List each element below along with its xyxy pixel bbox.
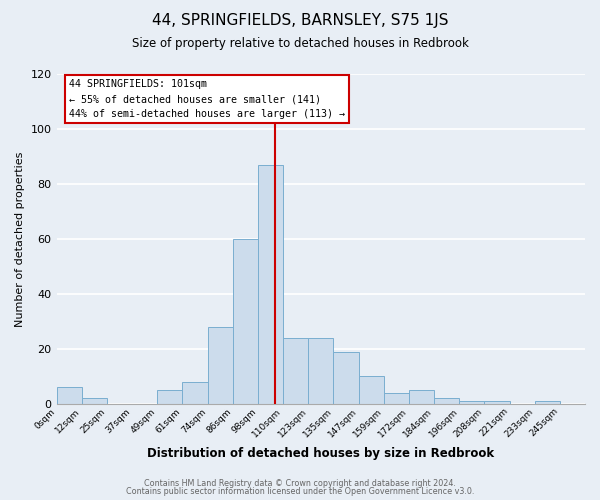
Y-axis label: Number of detached properties: Number of detached properties	[15, 151, 25, 326]
Bar	[56, 388, 82, 404]
Bar	[258, 164, 283, 404]
Bar	[82, 398, 107, 404]
Bar	[383, 393, 409, 404]
Bar	[308, 338, 334, 404]
Text: Size of property relative to detached houses in Redbrook: Size of property relative to detached ho…	[131, 38, 469, 51]
Bar	[233, 239, 258, 404]
Bar	[459, 401, 484, 404]
Bar	[409, 390, 434, 404]
Bar	[484, 401, 509, 404]
Bar	[157, 390, 182, 404]
Bar	[334, 352, 359, 404]
Text: Contains public sector information licensed under the Open Government Licence v3: Contains public sector information licen…	[126, 487, 474, 496]
X-axis label: Distribution of detached houses by size in Redbrook: Distribution of detached houses by size …	[147, 447, 494, 460]
Text: 44 SPRINGFIELDS: 101sqm
← 55% of detached houses are smaller (141)
44% of semi-d: 44 SPRINGFIELDS: 101sqm ← 55% of detache…	[69, 80, 345, 119]
Bar	[535, 401, 560, 404]
Bar	[283, 338, 308, 404]
Bar	[182, 382, 208, 404]
Bar	[359, 376, 383, 404]
Bar	[208, 327, 233, 404]
Text: Contains HM Land Registry data © Crown copyright and database right 2024.: Contains HM Land Registry data © Crown c…	[144, 478, 456, 488]
Bar	[434, 398, 459, 404]
Text: 44, SPRINGFIELDS, BARNSLEY, S75 1JS: 44, SPRINGFIELDS, BARNSLEY, S75 1JS	[152, 12, 448, 28]
